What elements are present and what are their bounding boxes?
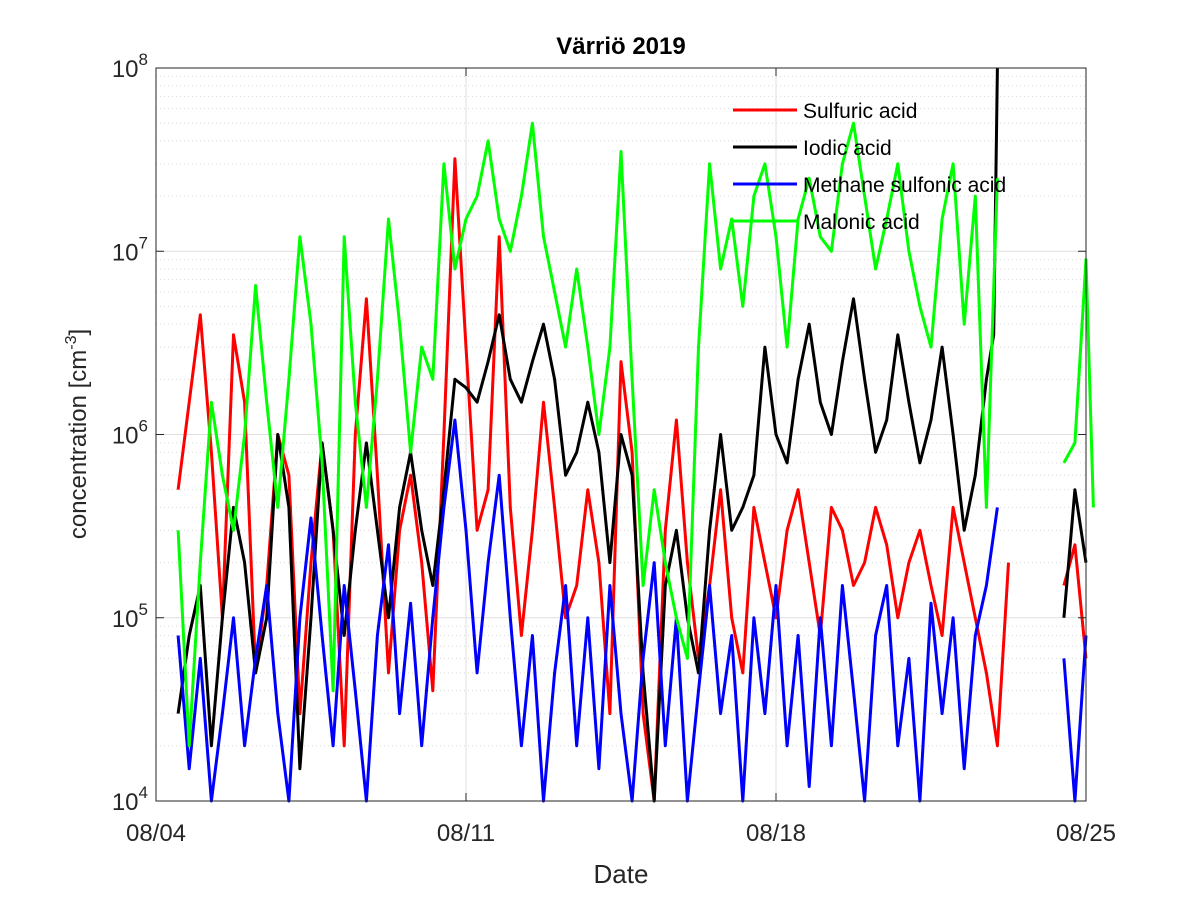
x-axis-label: Date xyxy=(594,859,649,889)
x-tick-label: 08/11 xyxy=(437,820,495,847)
series-layer xyxy=(176,67,1095,803)
y-axis-label: concentration [cm-3] xyxy=(63,329,92,539)
chart-title: Värriö 2019 xyxy=(556,33,685,60)
y-tick-label: 106 xyxy=(112,417,148,450)
legend-label-sulfuric-acid: Sulfuric acid xyxy=(803,100,917,123)
series-line-malonic-acid xyxy=(176,121,1095,748)
y-axis-label-exponent: -3 xyxy=(63,335,80,349)
legend-label-iodic-acid: Iodic acid xyxy=(803,137,892,160)
y-axis-label-main: concentration [cm xyxy=(65,350,92,539)
y-tick-label: 107 xyxy=(112,233,148,266)
axes-layer: 104 105 106 107 108 08/04 08/11 08/18 08/25 xyxy=(112,50,1116,847)
y-axis-label-end: ] xyxy=(65,329,92,336)
y-tick-label: 108 xyxy=(112,50,148,83)
y-tick-label: 104 xyxy=(112,783,148,816)
series-line-iodic-acid xyxy=(176,67,1088,803)
legend-label-malonic-acid: Malonic acid xyxy=(803,211,920,234)
legend: Sulfuric acid Iodic acid Methane sulfonic … xyxy=(733,100,1006,234)
x-tick-label: 08/04 xyxy=(126,820,186,847)
legend-label-methane-sulfonic-acid: Methane sulfonic acid xyxy=(803,174,1006,197)
x-tick-label: 08/18 xyxy=(746,820,806,847)
y-tick-label: 105 xyxy=(112,600,148,633)
x-tick-label: 08/25 xyxy=(1056,820,1116,847)
